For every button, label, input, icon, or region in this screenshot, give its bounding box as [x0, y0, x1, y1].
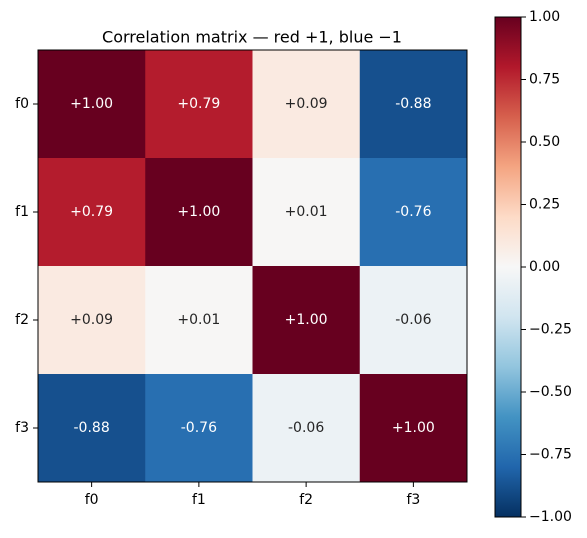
heatmap-cell [252, 50, 361, 159]
cell-label: +1.00 [177, 204, 220, 220]
cell-label: +0.09 [70, 312, 113, 328]
heatmap-cell [252, 158, 361, 267]
cell-label: +0.01 [285, 204, 328, 220]
heatmap-cell [145, 266, 253, 375]
cell-label: +1.00 [392, 420, 435, 436]
heatmap-cell [145, 374, 253, 483]
heatmap-cell [38, 374, 146, 483]
cell-label: -0.88 [74, 420, 110, 436]
heatmap-cell [359, 374, 468, 483]
colorbar-tick-label: 1.00 [529, 9, 560, 25]
cell-label: -0.76 [181, 420, 217, 436]
cell-label: +0.09 [285, 96, 328, 112]
heatmap-cell [38, 266, 146, 375]
heatmap-cell [359, 50, 468, 159]
colorbar-tick-label: −0.75 [529, 447, 572, 463]
colorbar-tick-label: 0.50 [529, 134, 560, 150]
cell-label: +0.79 [177, 96, 220, 112]
cell-label: -0.06 [395, 312, 431, 328]
heatmap-cell [145, 50, 253, 159]
heatmap-cell [359, 158, 468, 267]
heatmap-cell [252, 374, 361, 483]
heatmap-cell [145, 158, 253, 267]
cell-label: -0.88 [395, 96, 431, 112]
heatmap-cell [252, 266, 361, 375]
x-tick-label: f2 [299, 492, 313, 508]
plot-frame [37, 49, 468, 483]
cell-label: +0.79 [70, 204, 113, 220]
chart-title: Correlation matrix — red +1, blue −1 [102, 28, 402, 47]
cell-label: -0.76 [395, 204, 431, 220]
colorbar-tick-label: −0.25 [529, 322, 572, 338]
y-tick-label: f2 [15, 312, 29, 328]
cell-label: -0.06 [288, 420, 324, 436]
colorbar-tick-label: 0.00 [529, 259, 560, 275]
x-tick-label: f0 [85, 492, 99, 508]
colorbar-tick-label: −0.50 [529, 384, 572, 400]
heatmap-cell [38, 158, 146, 267]
colorbar-tick-label: 0.75 [529, 72, 560, 88]
x-tick-label: f1 [192, 492, 206, 508]
x-tick-label: f3 [406, 492, 420, 508]
cell-label: +0.01 [177, 312, 220, 328]
heatmap-cell [359, 266, 468, 375]
y-tick-label: f0 [15, 96, 29, 112]
colorbar [494, 16, 522, 518]
cell-label: +1.00 [285, 312, 328, 328]
colorbar-tick-label: −1.00 [529, 509, 572, 525]
y-tick-label: f3 [15, 420, 29, 436]
heatmap-cell [38, 50, 146, 159]
colorbar-tick-label: 0.25 [529, 197, 560, 213]
cell-label: +1.00 [70, 96, 113, 112]
y-tick-label: f1 [15, 204, 29, 220]
